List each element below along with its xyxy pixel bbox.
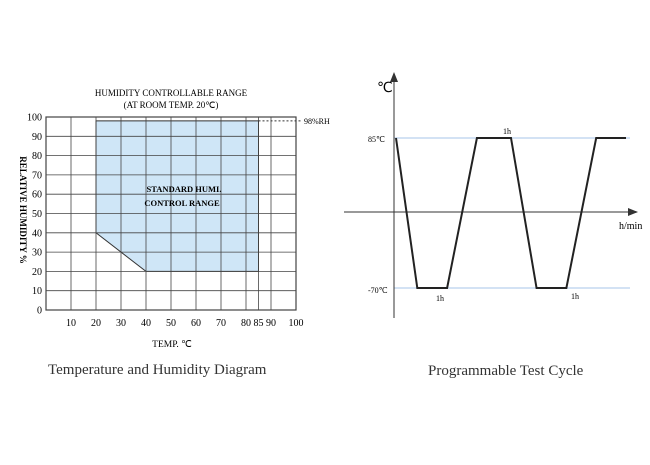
humidity-range-chart: HUMIDITY CONTROLLABLE RANGE (AT ROOM TEM…	[18, 88, 330, 350]
region-label-line2: CONTROL RANGE	[144, 198, 220, 208]
humidity-control-region	[95, 120, 259, 272]
left-figure-caption: Temperature and Humidity Diagram	[48, 362, 267, 378]
y-tick-label: 90	[32, 132, 42, 143]
x-tick-label: 50	[166, 318, 176, 329]
y-axis-label: RELATIVE HUMIDITY %	[18, 156, 28, 264]
chart-grid	[45, 116, 297, 311]
x-axis-ticks: 10 20 30 40 50 60 70 80 85 90 100	[66, 318, 304, 329]
x-tick-label: 80	[241, 318, 251, 329]
humidity-region-group	[95, 120, 259, 272]
segment-label: 1h	[436, 294, 444, 303]
chart-subtitle: (AT ROOM TEMP. 20℃)	[124, 100, 219, 110]
y-axis-unit-label: ℃	[377, 80, 393, 96]
x-axis-arrow	[628, 208, 638, 216]
y-tick-minus70: -70℃	[368, 286, 388, 295]
x-tick-label: 90	[266, 318, 276, 329]
x-tick-label: 40	[141, 318, 151, 329]
x-axis-label: TEMP. ℃	[152, 340, 192, 350]
y-axis-arrow	[390, 72, 398, 82]
x-axis-unit-label: h/min	[619, 221, 642, 232]
x-tick-label: 60	[191, 318, 201, 329]
x-tick-label: 30	[116, 318, 126, 329]
temperature-cycle-line	[395, 137, 626, 289]
y-axis-ticks: 0 10 20 30 40 50 60 70 80 90 100	[27, 113, 42, 317]
y-tick-label: 100	[27, 113, 42, 124]
region-label-line1: STANDARD HUMI.	[147, 184, 222, 194]
right-figure-caption: Programmable Test Cycle	[428, 363, 584, 379]
y-tick-label: 50	[32, 209, 42, 220]
x-tick-label: 85	[254, 318, 264, 329]
y-tick-label: 70	[32, 170, 42, 181]
x-tick-label: 10	[66, 318, 76, 329]
y-tick-label: 30	[32, 248, 42, 259]
y-tick-label: 10	[32, 286, 42, 297]
test-cycle-chart: ℃ h/min 85℃ -70℃ 1h 1h 1h	[344, 72, 642, 318]
y-tick-85: 85℃	[368, 135, 385, 144]
y-tick-label: 0	[37, 306, 42, 317]
y-tick-label: 20	[32, 267, 42, 278]
y-tick-label: 80	[32, 151, 42, 162]
x-tick-label: 70	[216, 318, 226, 329]
segment-label: 1h	[503, 127, 511, 136]
x-tick-label: 100	[289, 318, 304, 329]
y-tick-label: 60	[32, 190, 42, 201]
reference-label-98rh: 98%RH	[304, 117, 330, 126]
segment-label: 1h	[571, 292, 579, 301]
y-tick-label: 40	[32, 228, 42, 239]
chart-title: HUMIDITY CONTROLLABLE RANGE	[95, 88, 248, 98]
x-tick-label: 20	[91, 318, 101, 329]
